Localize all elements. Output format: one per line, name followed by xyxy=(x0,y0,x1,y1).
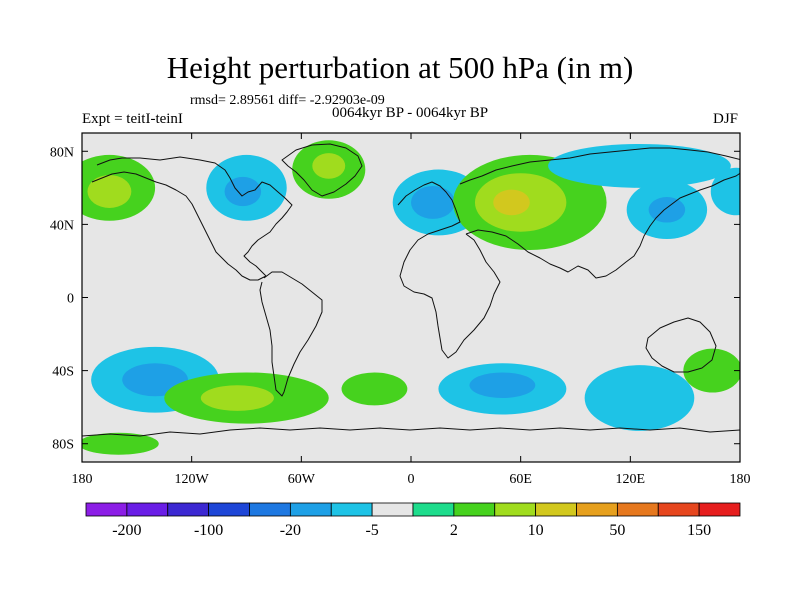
anomaly-greenland-high-core xyxy=(312,153,346,179)
y-tick-label: 80N xyxy=(50,145,74,160)
x-tick-label: 60W xyxy=(288,472,316,487)
colorbar-box xyxy=(371,502,414,517)
colorbar-box xyxy=(126,502,169,517)
coastlines xyxy=(82,143,740,437)
anomaly-w-canada-low-core xyxy=(224,176,262,207)
y-tick-label: 80S xyxy=(52,438,74,453)
colorbar-box xyxy=(494,502,537,517)
coast-south-america xyxy=(259,271,323,397)
anomaly-s-pacific-high-core xyxy=(200,385,274,411)
anomaly-tasman-high xyxy=(683,348,740,393)
colorbar-box xyxy=(85,502,128,517)
x-tick-label: 180 xyxy=(730,472,751,487)
anomaly-arctic-low xyxy=(548,143,731,188)
anomaly-antarctic-high xyxy=(82,432,159,455)
colorbar-box xyxy=(657,502,700,517)
colorbar-box xyxy=(412,502,455,517)
colorbar-box xyxy=(167,502,210,517)
colorbar: -200 -100 -20 -5 2 10 50 150 xyxy=(85,502,741,539)
colorbar-box xyxy=(249,502,291,517)
y-tick-label: 40S xyxy=(52,365,74,380)
colorbar-box xyxy=(289,502,332,517)
colorbar-label: 150 xyxy=(687,522,711,539)
coast-australia xyxy=(645,317,717,373)
colorbar-box xyxy=(208,502,250,517)
colorbar-label: -200 xyxy=(112,522,141,539)
colorbar-label: 50 xyxy=(609,522,625,539)
plot-title: Height perturbation at 500 hPa (in m) xyxy=(166,50,634,85)
x-tick-label: 60E xyxy=(509,472,532,487)
colorbar-box xyxy=(330,502,373,517)
colorbar-label: -100 xyxy=(194,522,223,539)
season-label: DJF xyxy=(713,111,739,127)
y-tick-label: 0 xyxy=(67,292,74,307)
coast-antarctica xyxy=(82,427,740,437)
coast-greenland xyxy=(281,143,363,197)
colorbar-box xyxy=(535,502,577,517)
colorbar-label: -20 xyxy=(280,522,301,539)
colorbar-box xyxy=(576,502,618,517)
x-tick-label: 180 xyxy=(72,472,93,487)
axis-ticks: 80N 40N 0 40S 80S 180 120W 60W 0 60E 120E 180 xyxy=(50,133,751,487)
anomaly-ne-pacific-low xyxy=(710,167,740,216)
anomaly-field xyxy=(82,140,740,455)
coast-north-america xyxy=(91,156,293,281)
colorbar-box xyxy=(616,502,659,517)
coast-asia xyxy=(459,147,740,279)
x-tick-label: 0 xyxy=(408,472,415,487)
anomaly-s-atlantic-high xyxy=(341,372,408,406)
rmsd-label: rmsd= 2.89561 diff= -2.92903e-09 xyxy=(190,93,385,108)
y-tick-label: 40N xyxy=(50,218,74,233)
coast-europe-africa xyxy=(397,181,501,359)
anomaly-s-indian-low-core xyxy=(469,372,536,399)
anomaly-e-asia-low-core xyxy=(648,196,686,223)
experiment-label: Expt = teitI-teinI xyxy=(82,111,183,127)
anomaly-n-pacific-high-core xyxy=(87,175,132,208)
anomaly-s-ocean-low xyxy=(584,365,695,431)
colorbar-box xyxy=(698,502,741,517)
colorbar-box xyxy=(453,502,496,517)
colorbar-label: 10 xyxy=(528,522,544,539)
x-tick-label: 120E xyxy=(616,472,646,487)
colorbar-label: 2 xyxy=(450,522,458,539)
colorbar-label: -5 xyxy=(365,522,378,539)
x-tick-label: 120W xyxy=(175,472,210,487)
subtitle-label: 0064kyr BP - 0064kyr BP xyxy=(331,105,489,121)
anomaly-russia-high-core xyxy=(493,189,530,216)
anomaly-europe-low-core xyxy=(411,186,455,219)
